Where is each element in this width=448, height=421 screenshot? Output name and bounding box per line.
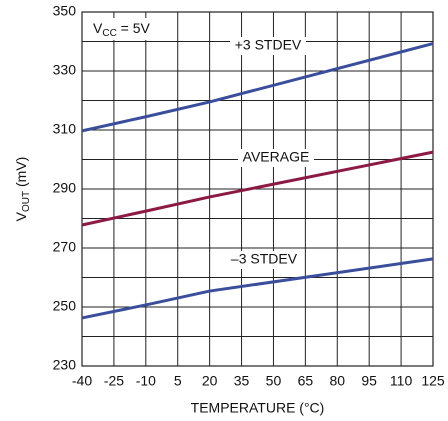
series-label: AVERAGE — [243, 149, 310, 165]
plot-frame — [81, 11, 434, 367]
y-axis-title: VOUT (mV) — [13, 157, 32, 222]
x-tick-label: 95 — [361, 373, 377, 389]
series-line — [81, 257, 434, 320]
x-tick-label: 125 — [421, 373, 445, 389]
y-tick-label: 290 — [53, 180, 77, 196]
y-tick-label: 350 — [53, 3, 77, 19]
x-tick-label: 20 — [202, 373, 218, 389]
y-tick-label: 310 — [53, 121, 77, 137]
label-bg — [230, 37, 306, 55]
label-bg — [238, 149, 314, 167]
y-axis-title-sub: OUT — [21, 191, 32, 212]
x-tick-label: 50 — [266, 373, 282, 389]
y-tick-label: 250 — [53, 298, 77, 314]
series-line — [81, 150, 434, 227]
x-tick-label: 5 — [174, 373, 182, 389]
y-tick-label: 270 — [53, 239, 77, 255]
x-tick-label: -25 — [104, 373, 124, 389]
y-tick-label: 230 — [53, 357, 77, 373]
x-tick-label: -40 — [72, 373, 92, 389]
x-axis-title: TEMPERATURE (°C) — [191, 400, 325, 416]
x-tick-label: 80 — [329, 373, 345, 389]
annotation-main: V — [93, 20, 103, 36]
annotation-sub: CC — [102, 28, 116, 39]
annotation-rest: = 5V — [117, 20, 151, 36]
x-tick-label: -10 — [136, 373, 156, 389]
series-label: +3 STDEV — [235, 37, 302, 53]
x-tick-label: 65 — [298, 373, 314, 389]
y-tick-label: 330 — [53, 62, 77, 78]
x-tick-label: 35 — [234, 373, 250, 389]
label-bg — [226, 251, 302, 269]
y-axis-title-rest: (mV) — [13, 157, 29, 191]
y-axis-title-main: V — [13, 211, 29, 221]
x-tick-label: 110 — [390, 373, 413, 389]
series-label: –3 STDEV — [231, 251, 298, 267]
annotation: VCC = 5V — [93, 20, 151, 39]
annotation-bg — [90, 18, 168, 40]
series-line — [81, 42, 434, 133]
